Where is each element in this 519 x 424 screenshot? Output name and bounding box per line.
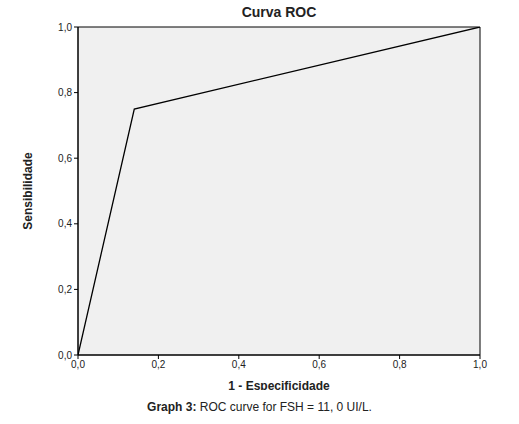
svg-text:0,6: 0,6	[312, 359, 326, 370]
svg-text:0,0: 0,0	[58, 350, 72, 361]
svg-text:0,8: 0,8	[58, 87, 72, 98]
svg-text:0,2: 0,2	[58, 284, 72, 295]
svg-text:0,4: 0,4	[58, 218, 72, 229]
svg-text:0,4: 0,4	[232, 359, 246, 370]
html-text:Curva ROC: Curva ROC	[241, 4, 317, 20]
svg-text:1,0: 1,0	[473, 359, 487, 370]
svg-text:Sensibilidade: Sensibilidade	[21, 152, 35, 230]
html-text:Graph 3: ROC curve for FSH = 1: Graph 3: ROC curve for FSH = 11, 0 UI/L.	[147, 400, 372, 414]
svg-text:0,2: 0,2	[151, 359, 165, 370]
svg-text:0,6: 0,6	[58, 153, 72, 164]
svg-text:1 - Especificidade: 1 - Especificidade	[228, 379, 330, 390]
svg-text:0,8: 0,8	[393, 359, 407, 370]
svg-text:1,0: 1,0	[58, 22, 72, 33]
svg-text:0,0: 0,0	[71, 359, 85, 370]
